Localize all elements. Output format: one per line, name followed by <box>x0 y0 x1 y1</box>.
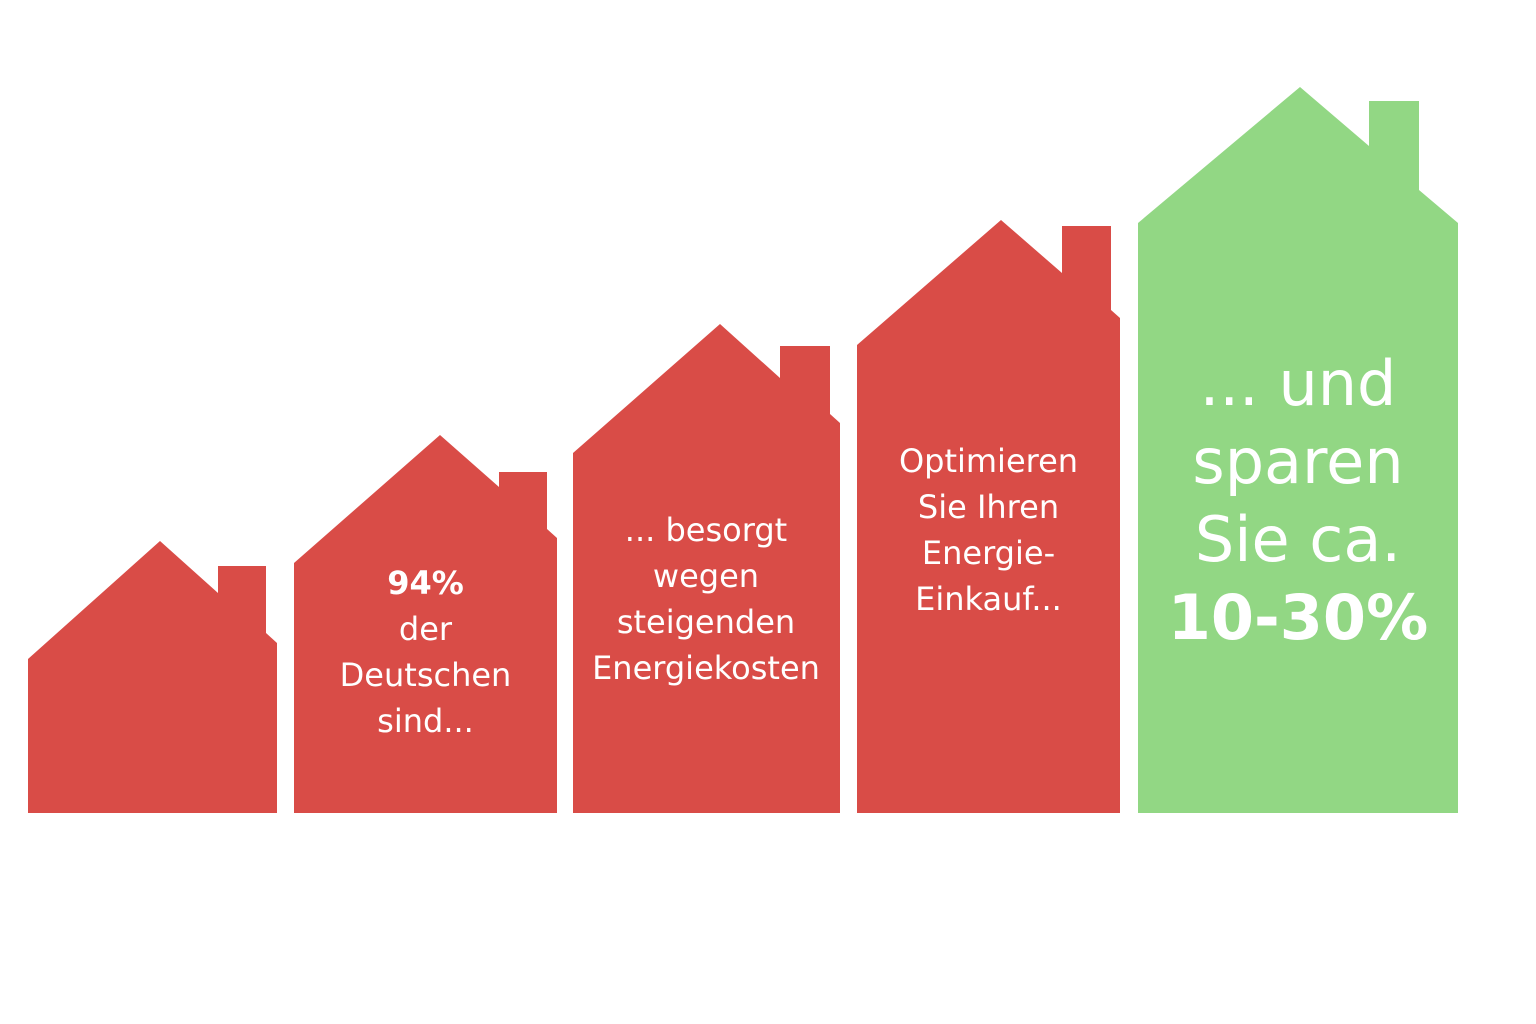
house-2-line-3: Deutschen <box>339 656 512 694</box>
house-4-text: Optimieren Sie Ihren Energie- Einkauf... <box>857 438 1120 622</box>
house-2-line-2: der <box>398 610 453 648</box>
house-5-line-2: sparen <box>1192 425 1404 498</box>
house-3-line-3: steigenden <box>616 603 796 641</box>
house-2-line-4: sind... <box>377 702 474 740</box>
house-4-line-2: Sie Ihren <box>917 488 1060 526</box>
house-3-shape <box>573 324 840 813</box>
house-5-line-4: 10-30% <box>1167 581 1429 654</box>
house-2-line-1: 94% <box>387 564 464 602</box>
house-5-line-1: ... und <box>1199 347 1397 420</box>
house-5-shape <box>1138 87 1458 813</box>
house-1-shape <box>28 541 277 813</box>
house-5-line-3: Sie ca. <box>1194 503 1402 576</box>
house-3-text: ... besorgt wegen steigenden Energiekosten <box>572 507 840 691</box>
house-4-shape <box>857 220 1120 813</box>
house-3-line-4: Energiekosten <box>592 649 820 687</box>
house-5-text: ... und sparen Sie ca. 10-30% <box>1138 345 1458 657</box>
house-2-shape <box>294 435 557 813</box>
house-4-line-3: Energie- <box>921 534 1056 572</box>
house-2-text: 94% der Deutschen sind... <box>294 560 557 744</box>
house-4-line-4: Einkauf... <box>915 580 1062 618</box>
house-3-line-2: wegen <box>652 557 760 595</box>
house-3-line-1: ... besorgt <box>624 511 788 549</box>
house-4-line-1: Optimieren <box>898 442 1079 480</box>
